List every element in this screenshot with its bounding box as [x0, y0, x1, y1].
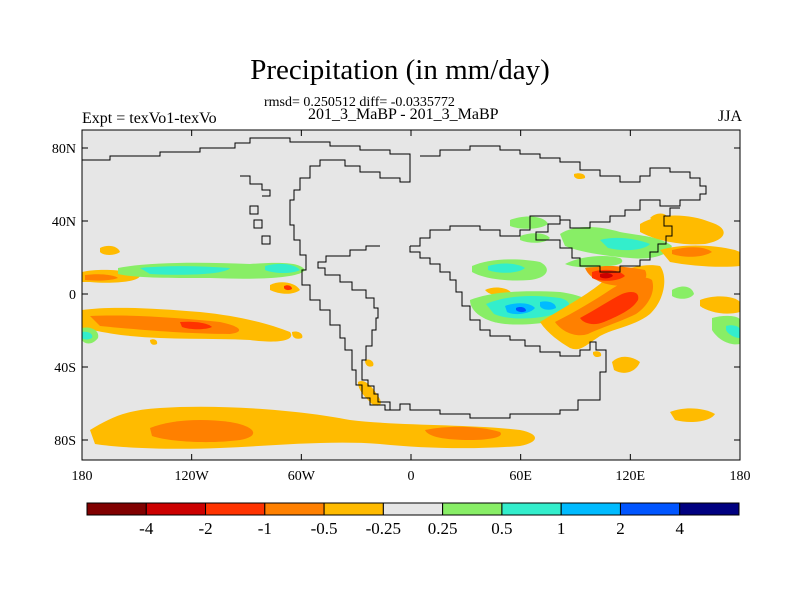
contour-small-orange-4 — [593, 351, 602, 358]
x-tick-label: 60E — [509, 469, 532, 484]
precip-contours — [82, 173, 740, 449]
colorbar-label: -2 — [198, 519, 212, 538]
colorbar-label: 2 — [616, 519, 625, 538]
contour-central-america-cyan — [265, 263, 300, 273]
colorbar-label: -0.25 — [366, 519, 401, 538]
contour-south-indian-orange — [670, 408, 715, 422]
contour-maritime-green — [565, 256, 623, 268]
contour-south-pacific-darkorange — [90, 315, 240, 334]
contour-east-asia-cyan — [600, 237, 650, 251]
colorbar-label: -1 — [258, 519, 272, 538]
y-tick-label: 40S — [54, 361, 76, 376]
colorbar-label: 4 — [675, 519, 684, 538]
coastline-baja — [240, 175, 271, 197]
colorbar-swatch — [205, 502, 266, 516]
colorbar-swatch — [86, 502, 147, 516]
contour-asian-monsoon-red — [580, 292, 639, 325]
colorbar-label: -0.5 — [311, 519, 338, 538]
colorbar-swatch — [323, 502, 384, 516]
contour-small-orange-3 — [574, 173, 586, 180]
coastlines — [82, 137, 707, 419]
y-tick-label: 40N — [52, 215, 76, 230]
colorbar-label: 0.5 — [491, 519, 512, 538]
contour-north-pacific-darkorange — [85, 274, 118, 281]
x-axis: 180 120W 60W 0 60E 120E 180 — [72, 130, 751, 484]
experiment-label: Expt = texVo1-texVo — [82, 110, 217, 127]
contour-indian-ocean-blue-2 — [540, 301, 556, 310]
contour-east-pacific-cyan — [82, 331, 93, 340]
colorbar-swatch — [442, 502, 503, 516]
x-tick-label: 120W — [175, 469, 210, 484]
contour-bay-of-bengal-darkred — [600, 272, 613, 279]
y-axis: 80N 40N 0 40S 80S — [52, 142, 740, 449]
season-label: JJA — [717, 108, 742, 125]
colorbar-swatch — [560, 502, 621, 516]
coastline-eurasia-africa — [410, 145, 707, 247]
contour-south-atlantic-orange-2 — [365, 359, 374, 367]
colorbar: -4 -2 -1 -0.5 -0.25 0.25 0.5 1 2 4 — [86, 502, 740, 538]
contour-south-america-west-red — [284, 285, 292, 291]
contour-small-orange-2 — [292, 331, 303, 339]
contour-indian-ocean-darkblue — [516, 307, 526, 313]
colorbar-label: 1 — [557, 519, 566, 538]
contour-southern-ocean-darkorange — [150, 420, 254, 443]
colorbar-swatch — [145, 502, 207, 516]
y-tick-label: 80S — [54, 434, 76, 449]
colorbar-swatch — [679, 502, 740, 516]
x-tick-label: 0 — [408, 469, 415, 484]
contour-tasman-orange — [612, 356, 640, 373]
contour-south-atlantic-darkorange — [425, 426, 501, 440]
coastline-india-seasia — [535, 207, 680, 273]
contour-south-west-pacific-cyan — [726, 325, 740, 338]
contour-africa-cyan — [488, 263, 525, 273]
plot-title: Precipitation (in mm/day) — [250, 54, 550, 86]
colorbar-label: -4 — [139, 519, 154, 538]
x-tick-label: 180 — [730, 469, 751, 484]
contour-itcz-cyan — [140, 266, 230, 275]
contour-mid-atlantic-green — [510, 216, 548, 229]
rmsd-diff-stats: rmsd= 0.250512 diff= -0.0335772 — [264, 95, 455, 110]
contour-south-west-pacific-green — [712, 315, 740, 345]
contour-south-west-pacific-orange — [700, 296, 740, 314]
y-tick-label: 80N — [52, 142, 76, 157]
colorbar-label: 0.25 — [428, 519, 458, 538]
coastline-islands-1 — [249, 205, 271, 245]
case-id: 201_3_MaBP - 201_3_MaBP — [308, 106, 499, 123]
colorbar-swatch — [264, 502, 325, 516]
contour-south-pacific-red — [180, 321, 212, 330]
colorbar-swatch — [382, 502, 444, 516]
contour-pacific-patch-orange — [100, 245, 120, 255]
contour-west-pacific-green — [672, 286, 694, 299]
x-tick-label: 180 — [72, 469, 93, 484]
x-tick-label: 60W — [288, 469, 316, 484]
contour-south-atlantic-orange — [358, 380, 381, 406]
colorbar-swatch — [619, 502, 681, 516]
coastline-americas — [82, 137, 411, 411]
contour-east-asia-orange — [640, 215, 724, 245]
contour-northwest-pacific-darkorange — [672, 247, 712, 257]
contour-small-orange-1 — [150, 339, 158, 345]
y-tick-label: 0 — [69, 288, 76, 303]
x-tick-label: 120E — [616, 469, 646, 484]
colorbar-swatch — [501, 502, 562, 516]
coastline-africa-south — [390, 246, 607, 419]
